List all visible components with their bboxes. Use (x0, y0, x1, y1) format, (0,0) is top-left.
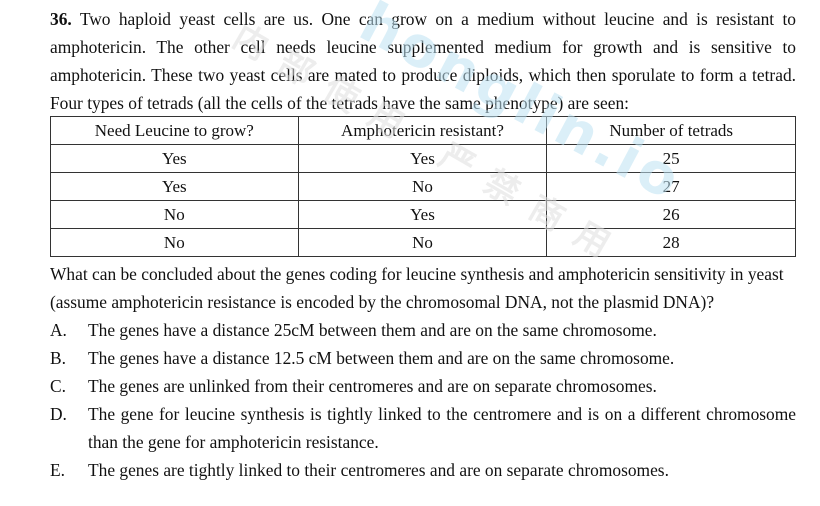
option-letter: D. (50, 404, 67, 424)
question-number: 36. (50, 9, 72, 29)
cell-leucine: No (50, 228, 299, 257)
option-letter: E. (50, 460, 65, 480)
option-text: The genes have a distance 25cM between t… (88, 320, 657, 340)
table-row: No Yes 26 (50, 200, 796, 229)
cell-leucine: No (50, 200, 299, 229)
cell-resistant: Yes (297, 144, 548, 173)
question-stem: 36. Two haploid yeast cells are us. One … (50, 5, 796, 117)
cell-resistant: No (297, 172, 548, 201)
cell-count: 27 (546, 172, 796, 201)
question-text: Two haploid yeast cells are us. One can … (50, 9, 796, 113)
cell-count: 26 (546, 200, 796, 229)
option-letter: A. (50, 320, 67, 340)
option-text: The genes are tightly linked to their ce… (88, 460, 669, 480)
cell-resistant: Yes (297, 200, 548, 229)
table-row: Yes No 27 (50, 172, 796, 201)
option-d[interactable]: D. The gene for leucine synthesis is tig… (50, 400, 796, 456)
option-a[interactable]: A. The genes have a distance 25cM betwee… (50, 316, 796, 344)
option-text: The genes have a distance 12.5 cM betwee… (88, 348, 675, 368)
cell-leucine: Yes (50, 172, 299, 201)
header-amphotericin: Amphotericin resistant? (297, 116, 548, 145)
cell-count: 28 (546, 228, 796, 257)
option-text: The genes are unlinked from their centro… (88, 376, 657, 396)
table-row: No No 28 (50, 228, 796, 257)
option-text: The gene for leucine synthesis is tightl… (88, 404, 796, 452)
followup-question: What can be concluded about the genes co… (50, 264, 784, 312)
answer-options: A. The genes have a distance 25cM betwee… (50, 316, 796, 484)
tetrad-table: Need Leucine to grow? Amphotericin resis… (50, 116, 796, 257)
header-leucine: Need Leucine to grow? (50, 116, 299, 145)
header-count: Number of tetrads (546, 116, 796, 145)
cell-count: 25 (546, 144, 796, 173)
option-e[interactable]: E. The genes are tightly linked to their… (50, 456, 796, 484)
option-c[interactable]: C. The genes are unlinked from their cen… (50, 372, 796, 400)
option-letter: B. (50, 348, 66, 368)
cell-resistant: No (297, 228, 548, 257)
table-row: Yes Yes 25 (50, 144, 796, 173)
table-header-row: Need Leucine to grow? Amphotericin resis… (50, 116, 796, 145)
option-letter: C. (50, 376, 66, 396)
cell-leucine: Yes (50, 144, 299, 173)
option-b[interactable]: B. The genes have a distance 12.5 cM bet… (50, 344, 796, 372)
